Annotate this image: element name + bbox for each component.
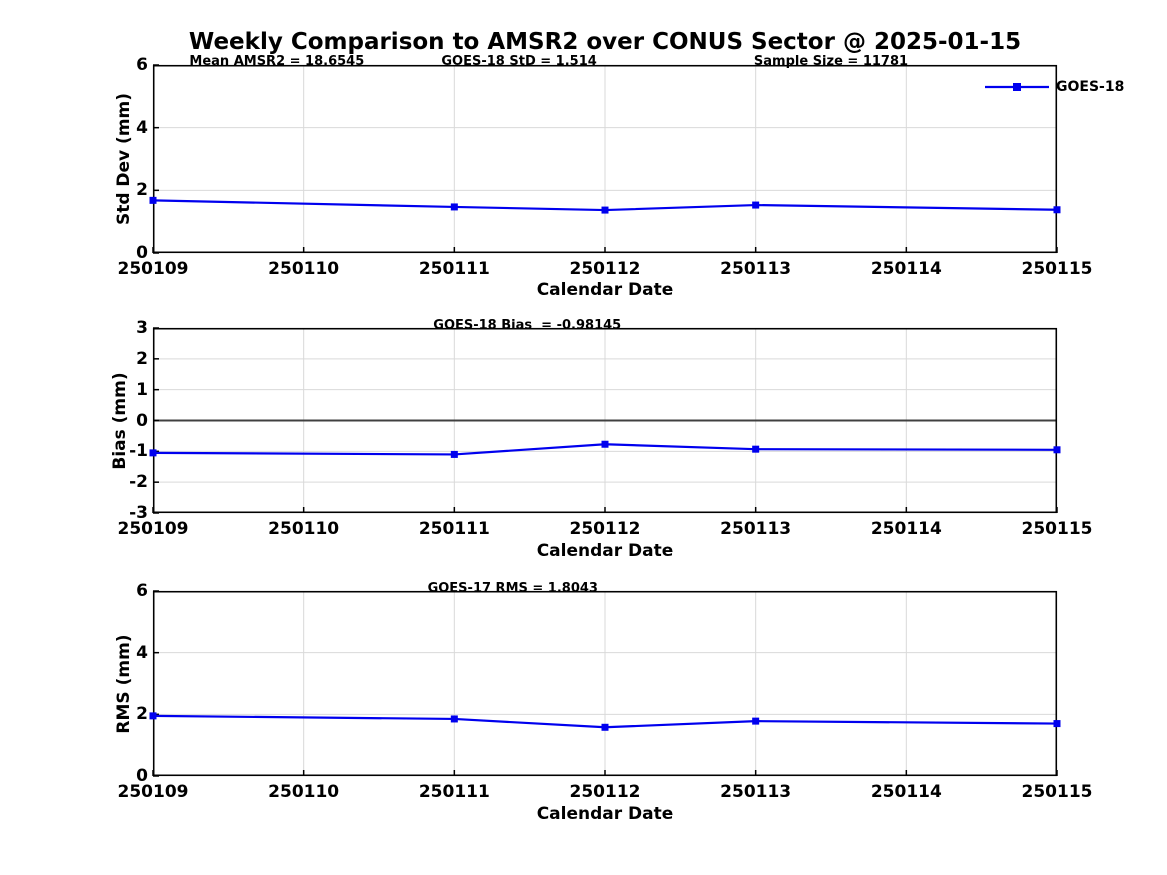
x-axis-label: Calendar Date — [536, 541, 674, 561]
y-tick-label: 3 — [136, 318, 148, 338]
plot-area-rms — [149, 590, 1061, 777]
y-tick-label: 2 — [136, 704, 148, 725]
y-tick-label: 4 — [136, 117, 148, 138]
data-point-marker — [752, 717, 760, 725]
plot-area-std-dev — [149, 64, 1061, 254]
x-tick-label: 250111 — [418, 782, 490, 802]
data-point-marker — [450, 203, 458, 211]
axis-spine-box — [153, 591, 1057, 776]
x-tick-label: 250113 — [720, 519, 792, 539]
x-tick-label: 250109 — [117, 259, 189, 279]
y-tick-label: 6 — [136, 55, 148, 75]
x-axis-label: Calendar Date — [536, 804, 674, 824]
y-tick-label: 0 — [136, 410, 148, 431]
y-tick-label: -1 — [129, 441, 148, 462]
x-tick-label: 250109 — [117, 782, 189, 802]
x-tick-label: 250112 — [569, 519, 641, 539]
x-tick-label: 250113 — [720, 259, 792, 279]
x-tick-label: 250112 — [569, 259, 641, 279]
x-tick-label: 250115 — [1021, 519, 1093, 539]
x-tick-label: 250111 — [418, 259, 490, 279]
data-point-marker — [601, 723, 609, 731]
data-point-marker — [601, 440, 609, 448]
y-axis-label: Bias (mm) — [110, 371, 130, 470]
data-point-marker — [1053, 720, 1061, 728]
y-tick-label: 0 — [136, 243, 148, 263]
data-point-marker — [1053, 446, 1061, 454]
x-tick-label: 250114 — [870, 782, 942, 802]
y-tick-label: 0 — [136, 766, 148, 786]
axis-spine-box — [153, 328, 1057, 513]
x-tick-label: 250110 — [268, 259, 340, 279]
legend-swatch — [985, 83, 1049, 91]
legend: GOES-18 — [985, 79, 1124, 95]
data-point-marker — [752, 445, 760, 453]
annotation-text: Sample Size = 11781 — [753, 54, 909, 69]
annotation-text: Mean AMSR2 = 18.6545 — [189, 54, 365, 69]
x-tick-label: 250115 — [1021, 259, 1093, 279]
x-tick-label: 250112 — [569, 782, 641, 802]
data-point-marker — [149, 196, 157, 204]
annotation-text: GOES-18 Bias = -0.98145 — [433, 318, 622, 333]
chart-title: Weekly Comparison to AMSR2 over CONUS Se… — [188, 29, 1022, 55]
y-tick-label: 2 — [136, 180, 148, 201]
data-point-marker — [601, 206, 609, 214]
annotation-text: GOES-18 StD = 1.514 — [441, 54, 597, 69]
y-axis-label: RMS (mm) — [114, 633, 134, 734]
x-tick-label: 250111 — [418, 519, 490, 539]
x-tick-label: 250114 — [870, 519, 942, 539]
x-tick-label: 250110 — [268, 519, 340, 539]
legend-label: GOES-18 — [1056, 79, 1125, 95]
y-tick-label: -3 — [129, 503, 148, 523]
x-tick-label: 250114 — [870, 259, 942, 279]
data-point-marker — [450, 450, 458, 458]
data-point-marker — [149, 449, 157, 457]
x-tick-label: 250113 — [720, 782, 792, 802]
data-point-marker — [149, 712, 157, 720]
y-tick-label: -2 — [129, 472, 148, 493]
y-tick-label: 1 — [136, 379, 148, 400]
axis-spine-box — [153, 65, 1057, 253]
x-tick-label: 250109 — [117, 519, 189, 539]
data-point-marker — [752, 201, 760, 209]
data-point-marker — [1053, 206, 1061, 214]
legend-marker — [1013, 83, 1021, 91]
data-point-marker — [450, 715, 458, 723]
annotation-text: GOES-17 RMS = 1.8043 — [427, 581, 598, 596]
y-tick-label: 2 — [136, 348, 148, 369]
y-tick-label: 6 — [136, 581, 148, 601]
x-axis-label: Calendar Date — [536, 280, 674, 300]
x-tick-label: 250110 — [268, 782, 340, 802]
plot-area-bias — [149, 327, 1061, 514]
x-tick-label: 250115 — [1021, 782, 1093, 802]
y-tick-label: 4 — [136, 642, 148, 663]
y-axis-label: Std Dev (mm) — [114, 92, 134, 226]
